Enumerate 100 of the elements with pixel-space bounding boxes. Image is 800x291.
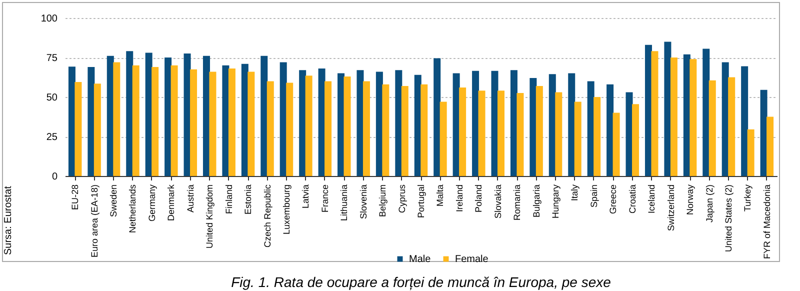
x-tick-label: Norway — [685, 184, 696, 216]
bar — [594, 97, 601, 176]
x-tick-label: Czech Republic — [262, 184, 272, 248]
bar — [491, 70, 498, 176]
bar — [516, 93, 524, 176]
bar — [568, 73, 576, 176]
y-tick-label: 0 — [52, 172, 58, 182]
bar — [708, 80, 716, 176]
bar — [612, 112, 620, 176]
bar — [497, 90, 504, 176]
bar — [459, 88, 466, 176]
bar — [530, 78, 537, 176]
bar — [338, 73, 345, 176]
bar — [395, 70, 402, 176]
bar — [536, 86, 543, 176]
bar — [126, 51, 134, 176]
bar — [420, 84, 428, 176]
x-tick-label: Spain — [588, 184, 599, 208]
bar — [266, 81, 274, 176]
bar — [260, 56, 268, 176]
x-tick-label: Netherlands — [128, 184, 138, 234]
bar — [472, 70, 480, 176]
bar — [362, 81, 370, 176]
x-tick-label: Belgium — [378, 184, 388, 218]
x-tick-label: Latvia — [300, 184, 311, 209]
bar — [555, 92, 562, 176]
bar — [670, 58, 678, 176]
bar — [440, 102, 447, 176]
bar — [170, 65, 178, 176]
x-tick-label: Turkey — [742, 184, 753, 212]
bar — [88, 66, 95, 176]
bar — [356, 70, 364, 176]
x-tick-label: Finland — [224, 184, 234, 214]
x-tick-label: Euro area (EA-18) — [89, 184, 100, 258]
bar — [382, 84, 390, 176]
x-tick-label: FYR of Macedonia — [762, 184, 772, 260]
bar — [728, 77, 736, 176]
bar — [113, 62, 120, 176]
bar — [164, 58, 172, 176]
text: Sursa: Eurostat — [3, 186, 14, 255]
bar — [152, 66, 159, 176]
x-tick-label: Austria — [185, 184, 196, 213]
x-tick-label: Luxembourg — [281, 184, 292, 235]
bar — [702, 48, 710, 176]
bar — [132, 65, 140, 176]
bar — [478, 90, 486, 176]
x-tick-label: Japan (2) — [704, 184, 714, 223]
y-tick-label: 25 — [46, 132, 58, 143]
bar — [94, 84, 101, 176]
bar — [248, 72, 255, 176]
x-tick-label: Croatia — [627, 184, 638, 214]
bar — [190, 69, 198, 176]
x-tick-label: Switzerland — [666, 184, 676, 232]
x-tick-label: Slovakia — [492, 184, 503, 219]
x-tick-label: Germany — [146, 184, 157, 222]
y-tick-label: 50 — [46, 92, 58, 104]
y-tick-label: 75 — [46, 53, 58, 64]
bar — [651, 51, 658, 176]
x-tick-label: France — [320, 184, 330, 213]
text: Fig. 1. Rata de ocupare a forței de muncă în Europa, pe sexe — [231, 274, 612, 291]
bar — [574, 102, 582, 176]
x-tick-label: Greece — [608, 184, 618, 214]
bar — [747, 129, 754, 176]
x-tick-label: Sweden — [108, 184, 119, 218]
x-tick-label: Portugal — [416, 184, 426, 218]
bar — [324, 81, 332, 176]
x-tick-label: Italy — [570, 184, 580, 202]
bar — [760, 90, 768, 176]
bar — [766, 116, 774, 176]
bar — [741, 66, 748, 176]
bar — [209, 72, 216, 176]
x-tick-label: Slovenia — [358, 184, 368, 220]
bar — [434, 58, 441, 176]
x-tick-label: Iceland — [646, 184, 657, 214]
x-tick-label: Bulgaria — [531, 184, 542, 218]
x-tick-label: Poland — [474, 184, 484, 213]
x-tick-label: EU-28 — [70, 184, 80, 210]
x-tick-label: Lithuania — [339, 184, 350, 222]
x-tick-label: Ireland — [454, 184, 464, 212]
y-tick-label: 100 — [40, 14, 58, 24]
bar — [606, 84, 614, 176]
bar — [228, 68, 236, 176]
x-tick-label: Hungary — [550, 184, 561, 219]
bar — [664, 42, 672, 176]
bar — [344, 76, 351, 176]
legend-label: Female — [455, 254, 489, 265]
bar — [222, 65, 230, 176]
bar — [690, 59, 697, 176]
x-tick-label: United Kingdom — [204, 184, 215, 249]
bar — [632, 104, 640, 176]
legend-label: Male — [409, 254, 432, 265]
x-tick-label: Romania — [512, 184, 522, 221]
bar — [74, 82, 82, 176]
x-tick-label: Denmark — [166, 184, 176, 222]
x-tick-label: Estonia — [243, 184, 254, 215]
bar — [299, 70, 306, 176]
bar — [305, 76, 312, 176]
x-tick-label: Malta — [435, 184, 446, 207]
bar — [286, 82, 294, 176]
x-tick-label: Cyprus — [396, 184, 407, 214]
